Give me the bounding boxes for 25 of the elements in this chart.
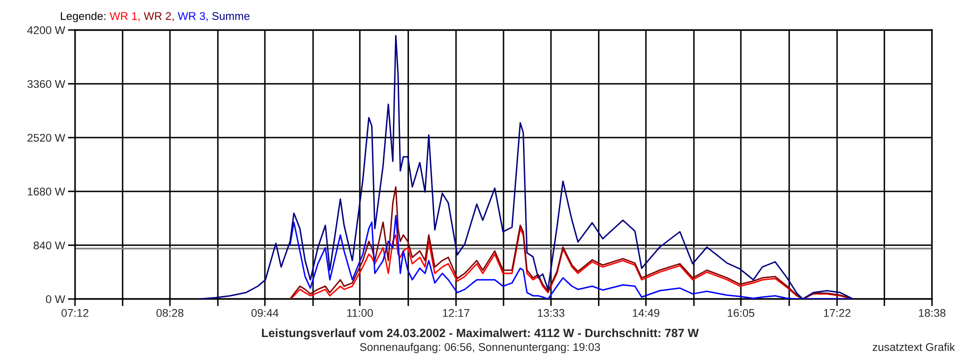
x-tick-label: 18:38 [918,309,946,317]
x-tick-label: 13:33 [538,309,564,317]
x-tick-label: 16:05 [728,309,754,317]
text: zusatztext Grafik [872,342,956,351]
legend-title: Legende: [60,12,106,22]
y-tick-label: 840 W [34,241,66,250]
text: Sonnenaufgang: 06:56, Sonnenuntergang: 19:03 [360,342,600,354]
text: WR 2, [144,12,174,22]
text: Leistungsverlauf vom 24.03.2002 - Maximalwert: 4112 W - Durchschnitt: 787 W [262,328,699,340]
line-series [199,34,854,299]
y-tick-label: 2520 W [28,134,66,142]
x-tick-label: 12:17 [442,309,470,317]
y-tick-label: 4200 W [27,26,66,34]
x-tick-label: 17:22 [824,309,850,317]
text: WR 3, [178,12,208,22]
x-tick-label: 08:28 [156,309,184,317]
x-tick-label: 07:12 [62,309,88,317]
x-tick-label: 09:44 [251,309,278,317]
y-tick-label: 0 W [46,295,66,304]
text: Summe [212,12,250,20]
x-tick-label: 11:00 [347,309,373,317]
y-tick-label: 1680 W [28,188,66,196]
x-tick-label: 14:49 [632,309,660,317]
y-tick-label: 3360 W [27,80,66,88]
text: WR 1, [110,12,140,22]
